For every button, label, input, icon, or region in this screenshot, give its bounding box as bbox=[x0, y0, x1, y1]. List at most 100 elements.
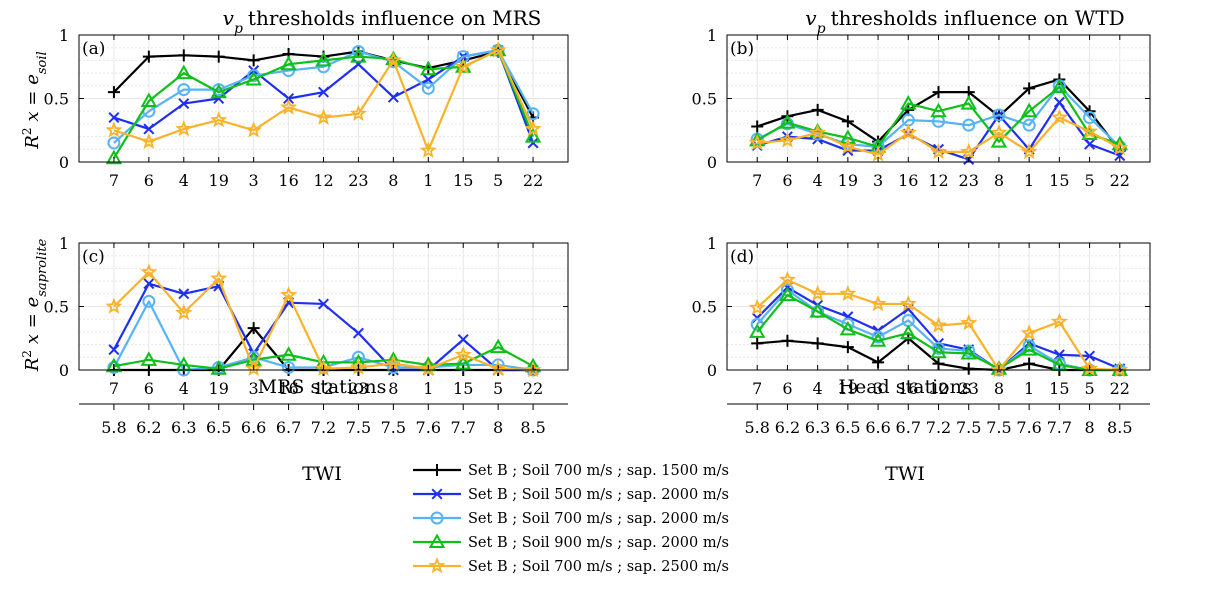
data-point-plus bbox=[841, 341, 854, 354]
legend-marker-plus bbox=[431, 464, 443, 476]
legend-label: Set B ; Soil 700 m/s ; sap. 2500 m/s bbox=[468, 559, 729, 575]
xtick-label: 6 bbox=[782, 171, 792, 190]
data-point-star bbox=[280, 286, 298, 303]
data-point-star bbox=[245, 121, 263, 138]
twi-tick-label: 8 bbox=[1084, 418, 1094, 437]
data-point-plus bbox=[811, 337, 824, 350]
data-point-triangle bbox=[960, 344, 977, 360]
data-point-triangle bbox=[210, 360, 227, 375]
data-point-star bbox=[105, 121, 123, 138]
xtick-label: 1 bbox=[1024, 379, 1034, 398]
twi-tick-label: 6.7 bbox=[896, 418, 921, 437]
data-point-star bbox=[929, 142, 948, 160]
data-point-star bbox=[419, 359, 437, 377]
data-point-circle bbox=[871, 330, 885, 344]
xtick-label: 6 bbox=[144, 379, 154, 398]
xtick-label: 3 bbox=[873, 171, 883, 190]
data-point-triangle bbox=[839, 129, 857, 144]
data-point-circle bbox=[386, 360, 400, 374]
data-point-star bbox=[1020, 142, 1038, 160]
panel-c: 0 0.5 1 7 6 4 19 3 16 12 23 8 1 15 5 22 (c) bbox=[44, 234, 569, 398]
data-point-circle bbox=[421, 81, 435, 95]
data-point-star bbox=[1020, 324, 1038, 341]
xtick-label: 3 bbox=[249, 379, 259, 398]
twi-tick-label: 6.3 bbox=[171, 418, 196, 437]
data-point-triangle bbox=[1020, 102, 1038, 118]
data-point-star bbox=[210, 269, 228, 286]
series-star bbox=[105, 41, 542, 158]
xtick-label: 22 bbox=[523, 171, 543, 190]
data-point-star bbox=[1081, 122, 1099, 139]
ytick-label: 0.5 bbox=[44, 90, 69, 109]
xtick-label: 7 bbox=[752, 171, 762, 190]
data-point-triangle bbox=[869, 332, 887, 347]
data-point-triangle bbox=[105, 357, 123, 373]
data-point-star bbox=[960, 142, 978, 160]
data-point-star bbox=[899, 294, 917, 312]
xtick-label: 3 bbox=[249, 171, 259, 190]
xtick-label: 4 bbox=[813, 379, 823, 398]
xtick-label: 22 bbox=[1110, 379, 1130, 398]
data-point-circle bbox=[282, 360, 296, 374]
legend-item: Set B ; Soil 700 m/s ; sap. 1500 m/s bbox=[413, 463, 729, 479]
xtick-label: 4 bbox=[179, 171, 189, 190]
data-point-triangle bbox=[839, 320, 857, 336]
data-point-circle bbox=[526, 107, 540, 121]
data-point-star bbox=[748, 133, 766, 151]
legend-item: Set B ; Soil 900 m/s ; sap. 2000 m/s bbox=[413, 533, 729, 551]
data-point-triangle bbox=[140, 351, 158, 366]
twi-tick-label: 7.2 bbox=[311, 418, 336, 437]
xtick-label: 8 bbox=[994, 379, 1004, 398]
xtick-label: 12 bbox=[928, 171, 948, 190]
data-point-triangle bbox=[930, 343, 947, 359]
data-point-circle bbox=[992, 108, 1006, 122]
data-point-triangle bbox=[1020, 341, 1038, 356]
panel-label: (c) bbox=[82, 247, 105, 267]
data-point-triangle bbox=[524, 128, 542, 143]
twi-tick-label: 6.2 bbox=[775, 418, 800, 437]
twi-tick-label: 5.8 bbox=[744, 418, 769, 437]
data-point-star bbox=[524, 361, 542, 378]
ylabel-saprolite: R2x = esaprolite bbox=[20, 238, 50, 372]
data-point-star bbox=[280, 98, 298, 115]
panels: 00.517 6 4 19 3 16 12 23 8 1 15 5 22(a)00.517 6 4 19 3 16… bbox=[44, 26, 1151, 398]
data-point-triangle bbox=[1111, 135, 1129, 151]
series-line bbox=[756, 278, 1120, 372]
data-point-circle bbox=[247, 69, 261, 83]
data-point-triangle bbox=[900, 95, 917, 110]
legend-marker-star bbox=[428, 557, 446, 574]
data-point-plus bbox=[751, 337, 764, 350]
data-point-triangle bbox=[140, 92, 158, 108]
data-point-circle bbox=[107, 136, 121, 150]
data-point-x bbox=[108, 112, 120, 124]
data-point-star bbox=[748, 298, 766, 316]
xtick-label: 16 bbox=[278, 379, 298, 398]
data-point-x bbox=[387, 91, 399, 103]
data-point-plus bbox=[247, 322, 260, 335]
panel-label: (a) bbox=[82, 39, 105, 59]
xtick-label: 6 bbox=[782, 379, 792, 398]
xtick-label: 12 bbox=[313, 171, 333, 190]
data-point-star bbox=[1050, 108, 1068, 125]
twi-tick-label: 6.6 bbox=[241, 418, 266, 437]
xtick-label: 16 bbox=[898, 379, 918, 398]
xtick-label: 5 bbox=[493, 379, 503, 398]
ytick-label: 0.5 bbox=[692, 90, 717, 109]
series-line bbox=[757, 116, 1121, 156]
data-point-star bbox=[454, 57, 472, 75]
series-line bbox=[113, 49, 535, 144]
data-point-triangle bbox=[245, 70, 262, 86]
data-point-plus bbox=[751, 120, 764, 133]
title-right: vp thresholds influence on WTD bbox=[805, 6, 1124, 37]
data-point-x bbox=[213, 92, 225, 105]
xtick-label: 15 bbox=[1049, 171, 1069, 190]
data-point-triangle bbox=[350, 48, 367, 63]
twi-tick-label: 6.3 bbox=[805, 418, 830, 437]
series-line bbox=[756, 85, 1121, 148]
ytick-label: 0 bbox=[59, 361, 69, 380]
data-point-star bbox=[839, 137, 857, 155]
data-point-triangle bbox=[175, 64, 192, 80]
data-point-star bbox=[105, 297, 123, 314]
data-point-circle bbox=[177, 83, 191, 97]
